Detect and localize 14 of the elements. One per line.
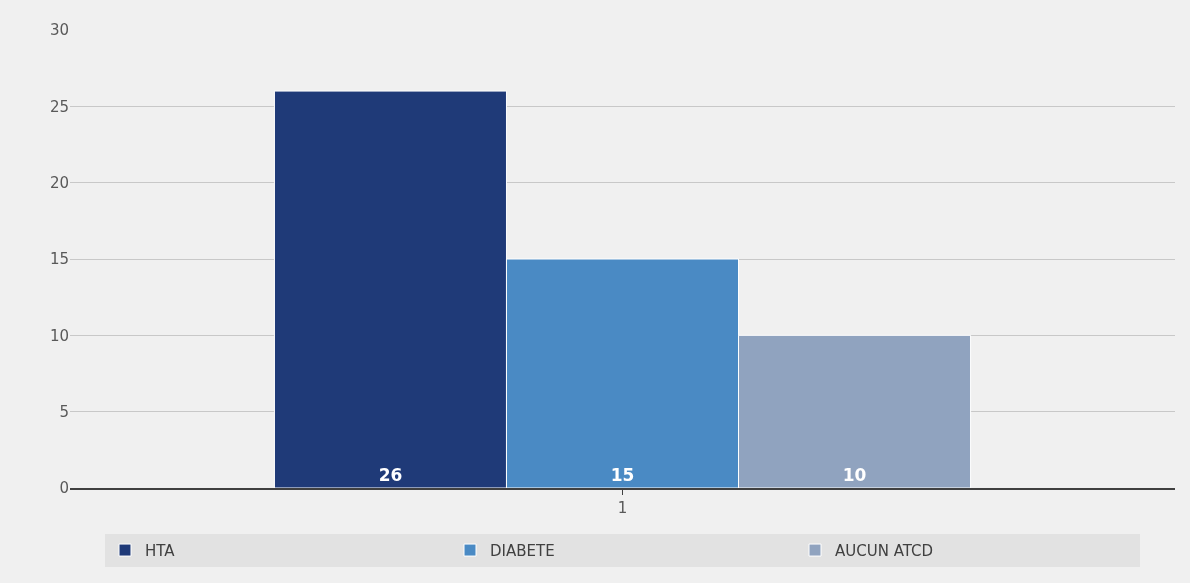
legend-label: DIABETE — [490, 541, 555, 560]
x-tick-label: 1 — [617, 499, 628, 517]
y-tick-label: 5 — [59, 402, 69, 421]
y-tick-label: 10 — [49, 326, 69, 345]
y-tick-label: 25 — [49, 97, 69, 116]
data-label: 26 — [378, 465, 403, 485]
data-label: 15 — [610, 465, 635, 485]
y-tick-label: 20 — [49, 173, 69, 192]
y-tick-label: 15 — [49, 250, 69, 269]
data-label: 10 — [842, 465, 867, 485]
legend-label: HTA — [145, 541, 176, 560]
y-tick-label: 0 — [59, 479, 69, 498]
y-tick-label: 30 — [49, 21, 69, 40]
legend-label: AUCUN ATCD — [835, 541, 934, 560]
